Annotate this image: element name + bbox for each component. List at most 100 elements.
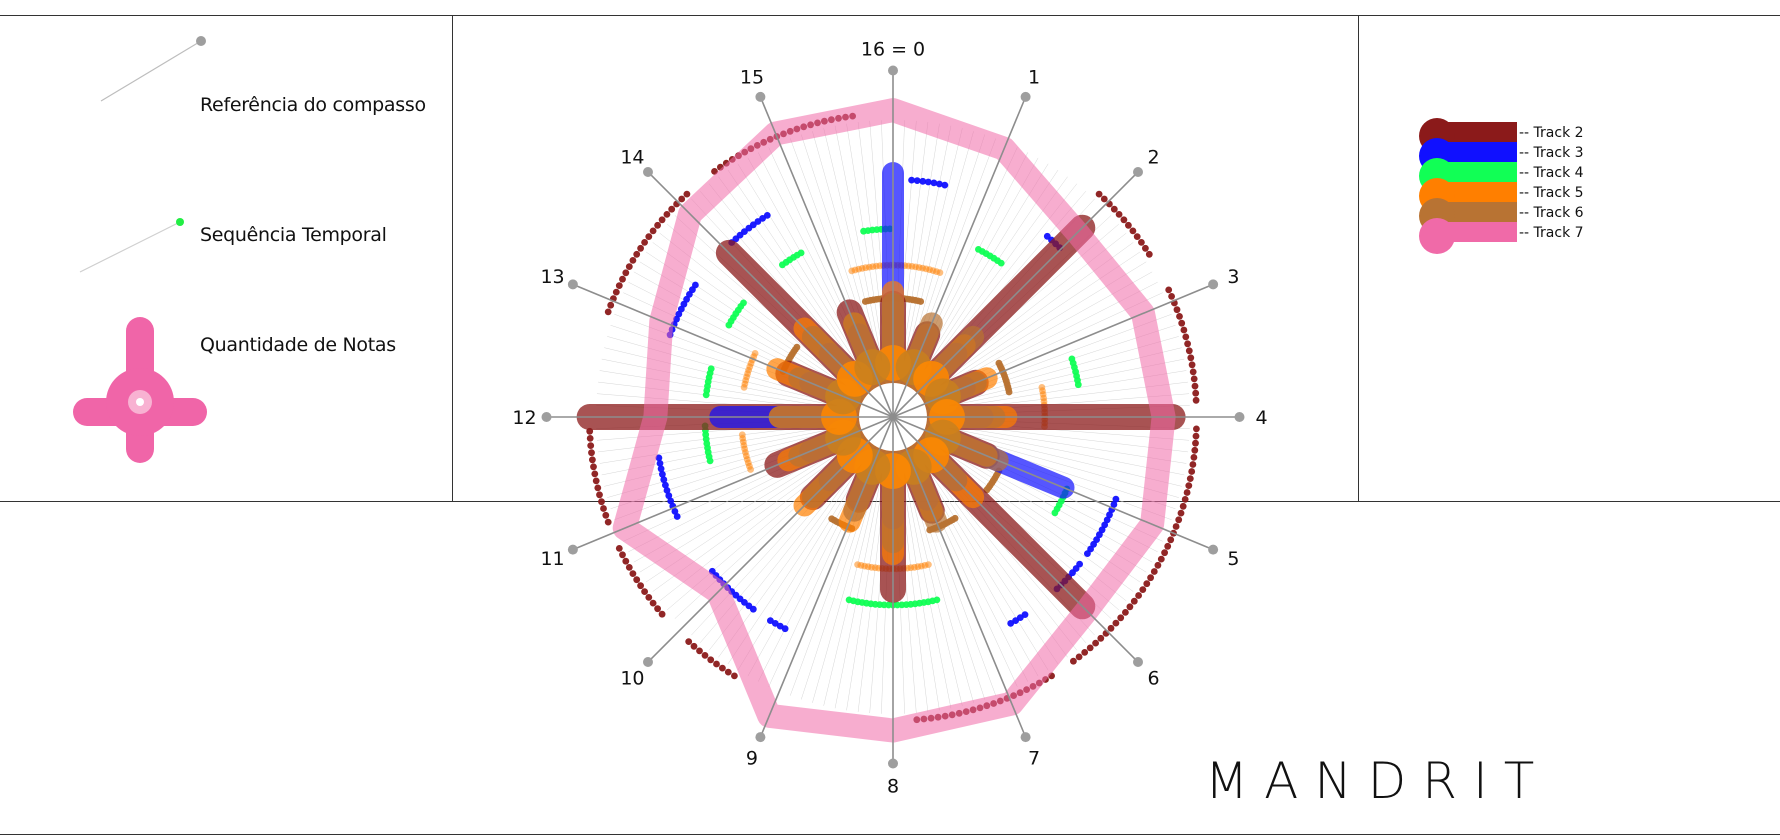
note-dot <box>1192 389 1200 397</box>
note-dot <box>1190 454 1198 461</box>
note-dot <box>1178 319 1186 327</box>
note-dot <box>1185 347 1193 355</box>
note-dot <box>740 299 747 307</box>
note-dot <box>663 211 671 218</box>
note-dot <box>1130 597 1138 605</box>
note-dot <box>662 481 669 489</box>
track-legend-label: -- Track 4 <box>1519 165 1584 181</box>
note-dot <box>665 492 673 500</box>
note-dot <box>751 350 759 357</box>
track-swatch <box>1437 202 1517 222</box>
note-dot <box>612 288 620 296</box>
track-ring-3 <box>655 176 1120 633</box>
note-dot <box>592 477 600 485</box>
note-dot <box>1138 239 1145 246</box>
measure-reference-spoke <box>572 283 894 418</box>
time-sequence-line <box>898 125 952 388</box>
measure-reference-dot <box>541 412 552 422</box>
note-dot <box>1145 250 1153 258</box>
track-legend-label: -- Track 3 <box>1519 145 1584 161</box>
track-legend-label: -- Track 2 <box>1519 125 1584 141</box>
time-sequence-line <box>909 441 1059 665</box>
note-dot <box>1092 639 1099 647</box>
note-dot <box>713 660 720 668</box>
note-dot <box>692 281 699 289</box>
note-dot <box>658 216 666 224</box>
note-dot <box>696 647 703 655</box>
angular-tick-label: 1 <box>1028 67 1040 89</box>
note-dot <box>1192 396 1200 404</box>
note-dot <box>1126 603 1134 611</box>
note-dot <box>600 505 607 512</box>
note-dot <box>1183 489 1191 496</box>
angular-tick-label: 9 <box>746 747 758 769</box>
note-dot <box>1142 244 1149 252</box>
note-dot <box>667 497 675 505</box>
note-dot <box>1179 502 1187 510</box>
measure-reference-dot <box>1208 544 1219 555</box>
note-dot <box>622 269 630 277</box>
note-dot <box>637 244 644 252</box>
note-dot <box>1173 306 1181 314</box>
measure-reference-spoke <box>892 96 1027 418</box>
note-dot <box>1191 382 1199 390</box>
note-dot <box>701 652 709 659</box>
note-dot <box>941 181 949 189</box>
note-dot <box>1182 333 1190 341</box>
measure-reference-spoke <box>647 171 894 418</box>
note-dot <box>607 301 615 309</box>
note-dot <box>1117 614 1125 622</box>
note-dot <box>1161 549 1168 557</box>
note-dot <box>845 596 853 604</box>
note-dot <box>854 561 861 568</box>
time-sequence-line <box>727 441 877 665</box>
note-dot <box>1177 509 1185 517</box>
note-dot <box>1095 190 1103 198</box>
note-dot <box>641 239 648 246</box>
note-dot <box>930 179 938 187</box>
track-swatch <box>1437 122 1517 142</box>
note-dot <box>637 582 644 590</box>
note-dot <box>633 576 641 584</box>
note-dot <box>1180 326 1188 334</box>
note-dot <box>1112 619 1120 627</box>
measure-reference-spoke <box>892 416 1027 738</box>
note-dot <box>1185 482 1193 489</box>
note-dot <box>1157 555 1165 563</box>
angular-tick-label: 5 <box>1227 548 1239 570</box>
note-dot <box>619 275 626 283</box>
measure-reference-dot <box>755 91 766 102</box>
note-dot <box>1147 574 1154 582</box>
note-dot <box>604 308 612 316</box>
track-legend-label: -- Track 5 <box>1519 185 1584 201</box>
angular-tick-label: 16 = 0 <box>861 39 925 61</box>
note-dot <box>763 212 771 219</box>
track-legend-panel: -- Track 2 -- Track 3 -- Track 4 -- Track 5… <box>1358 15 1780 502</box>
note-dot <box>598 498 605 506</box>
note-dot <box>1122 609 1129 616</box>
note-dot <box>625 564 633 571</box>
note-dot <box>917 298 925 305</box>
note-dot <box>936 269 944 276</box>
note-dot <box>591 470 599 478</box>
note-dot <box>1150 568 1158 575</box>
note-dot <box>1175 516 1183 524</box>
frame-bottom-line <box>0 834 1780 835</box>
note-dot <box>619 551 626 559</box>
measure-reference-spoke <box>572 416 894 551</box>
note-dot <box>649 227 657 235</box>
angular-tick-label: 6 <box>1148 668 1160 690</box>
note-dot <box>1097 634 1105 642</box>
note-dot <box>683 190 691 198</box>
note-dot <box>596 491 603 499</box>
note-dot <box>625 263 633 270</box>
note-dot <box>1143 580 1151 588</box>
track-legend-label: -- Track 6 <box>1519 205 1584 221</box>
measure-reference-dot <box>1020 91 1031 102</box>
brand-logo-text: MANDRIT <box>1205 752 1551 810</box>
note-dot <box>1106 511 1113 519</box>
angular-tick-label: 8 <box>887 776 899 798</box>
note-dot <box>724 668 732 676</box>
measure-reference-dot-icon <box>196 36 206 46</box>
